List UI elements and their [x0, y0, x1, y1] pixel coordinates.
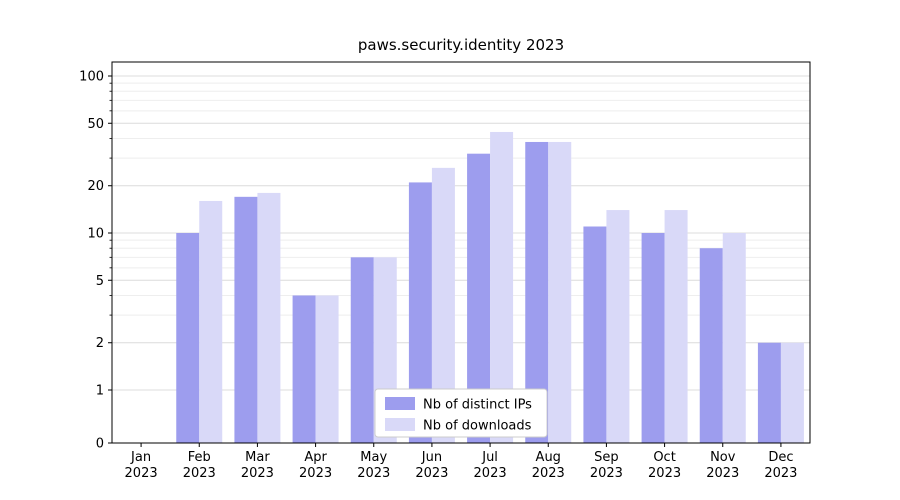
legend-swatch	[385, 418, 415, 431]
bar-nb-of-distinct-ips	[176, 233, 200, 443]
bar-nb-of-downloads	[490, 131, 514, 443]
legend-label: Nb of distinct IPs	[423, 398, 532, 413]
legend-swatch	[385, 397, 415, 410]
y-tick-label: 2	[96, 336, 104, 351]
y-tick-label: 0	[96, 437, 104, 452]
bar-nb-of-distinct-ips	[525, 141, 549, 443]
x-tick-label: Apr 2023	[299, 450, 332, 481]
bar-nb-of-distinct-ips	[292, 295, 316, 443]
bar-nb-of-distinct-ips	[408, 182, 432, 444]
bar-nb-of-distinct-ips	[234, 196, 258, 443]
x-tick-label: Nov 2023	[706, 450, 739, 481]
x-tick-label: Jul 2023	[474, 450, 507, 481]
y-tick-label: 1	[96, 384, 104, 399]
bar-nb-of-distinct-ips	[583, 226, 607, 443]
bar-nb-of-downloads	[199, 200, 223, 443]
y-tick-label: 20	[87, 179, 104, 194]
y-tick-label: 50	[87, 117, 104, 132]
bar-nb-of-downloads	[431, 167, 455, 443]
legend-box	[374, 388, 548, 438]
bar-nb-of-downloads	[548, 141, 572, 443]
bar-nb-of-downloads	[315, 295, 339, 443]
plot-border	[111, 61, 811, 444]
chart-title: paws.security.identity 2023	[357, 36, 565, 54]
bar-nb-of-distinct-ips	[757, 342, 781, 443]
bar-nb-of-downloads	[664, 210, 688, 443]
y-tick-label: 10	[87, 227, 104, 242]
x-tick-label: Feb 2023	[183, 450, 216, 481]
bar-nb-of-distinct-ips	[467, 153, 491, 443]
bar-nb-of-distinct-ips	[641, 233, 665, 443]
x-tick-label: Mar 2023	[241, 450, 274, 481]
bar-nb-of-downloads	[257, 192, 281, 443]
bar-nb-of-downloads	[780, 342, 804, 443]
y-tick-label: 5	[96, 274, 104, 289]
bar-nb-of-distinct-ips	[350, 257, 374, 443]
y-tick-label: 100	[79, 70, 104, 85]
x-tick-label: Oct 2023	[648, 450, 681, 481]
bar-nb-of-distinct-ips	[699, 248, 723, 443]
legend-label: Nb of downloads	[423, 419, 532, 434]
bar-nb-of-downloads	[606, 210, 630, 443]
x-tick-label: May 2023	[357, 450, 390, 481]
bar-nb-of-downloads	[722, 233, 746, 443]
x-tick-label: Jun 2023	[415, 450, 448, 481]
x-tick-label: Aug 2023	[532, 450, 565, 481]
x-tick-label: Jan 2023	[125, 450, 158, 481]
x-tick-label: Sep 2023	[590, 450, 623, 481]
x-tick-label: Dec 2023	[764, 450, 797, 481]
